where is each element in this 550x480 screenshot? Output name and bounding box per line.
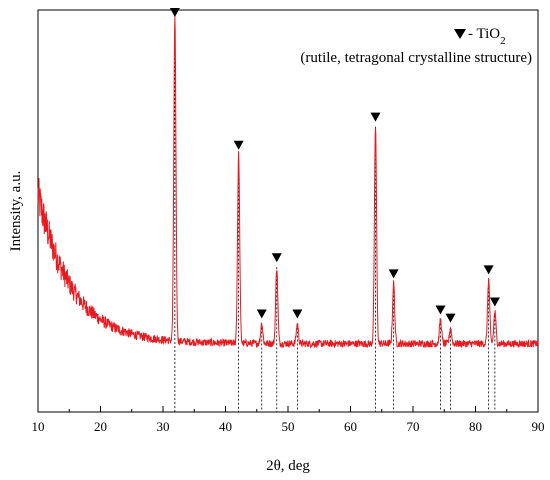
- peak-marker: [292, 309, 303, 319]
- plot-frame: [37, 9, 539, 413]
- legend-description: (rutile, tetragonal crystalline structur…: [300, 50, 532, 66]
- x-tick-label: 40: [219, 419, 232, 434]
- x-axis-ticks: 10 20 30 40 50 60 70 80 90: [32, 406, 545, 434]
- diffraction-series: [37, 15, 539, 349]
- peak-marker: [483, 265, 494, 275]
- legend: - TiO2 (rutile, tetragonal crystalline s…: [300, 26, 532, 66]
- peak-marker: [445, 313, 456, 323]
- peak-marker: [256, 309, 267, 319]
- x-tick-label: 80: [469, 419, 482, 434]
- x-tick-label: 50: [282, 419, 295, 434]
- peak-drop-lines: [174, 22, 496, 412]
- peak-marker: [233, 140, 244, 150]
- x-tick-label: 90: [532, 419, 545, 434]
- peak-marker: [435, 305, 446, 315]
- svg-text:- TiO2: - TiO2: [468, 26, 506, 47]
- x-tick-label: 20: [94, 419, 107, 434]
- x-tick-label: 70: [407, 419, 420, 434]
- x-tick-label: 30: [157, 419, 170, 434]
- legend-subscript: 2: [500, 35, 506, 47]
- y-axis-title: Intensity, a.u.: [8, 171, 24, 252]
- x-axis-title: 2θ, deg: [266, 458, 310, 474]
- legend-marker-triangle-icon: [454, 29, 466, 39]
- legend-label: - TiO: [468, 26, 500, 42]
- peak-marker: [271, 253, 282, 263]
- peak-marker: [388, 269, 399, 279]
- x-tick-label: 60: [344, 419, 357, 434]
- peak-marker: [169, 8, 180, 18]
- peak-markers: [169, 8, 500, 323]
- x-tick-label: 10: [32, 419, 45, 434]
- peak-marker: [489, 297, 500, 307]
- diffraction-line: [37, 15, 539, 349]
- peak-marker: [370, 112, 381, 122]
